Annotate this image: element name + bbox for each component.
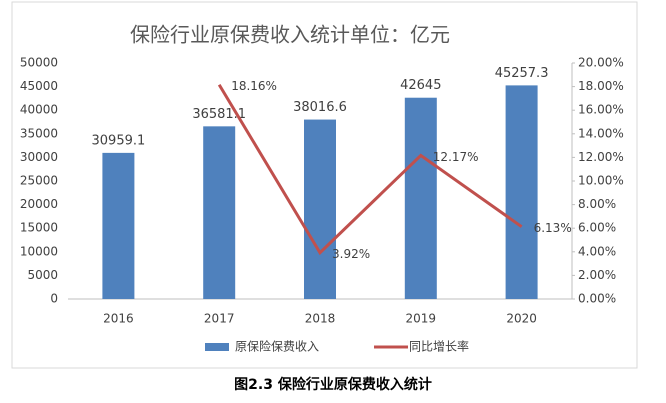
- y-tick-label: 40000: [20, 103, 58, 117]
- y2-tick-label: 20.00%: [578, 56, 624, 70]
- y2-tick-label: 14.00%: [578, 126, 624, 140]
- legend-label: 同比增长率: [409, 339, 469, 354]
- line-label: 12.17%: [433, 150, 479, 164]
- bar: [203, 126, 236, 299]
- x-tick-label: 2016: [103, 312, 134, 326]
- y2-tick-label: 10.00%: [578, 174, 624, 188]
- bar: [102, 152, 135, 299]
- caption: 图2.3 保险行业原保费收入统计: [234, 376, 432, 393]
- y2-tick-label: 6.00%: [578, 221, 616, 235]
- bar: [304, 119, 336, 299]
- y-tick-label: 50000: [20, 56, 58, 70]
- y-tick-label: 20000: [20, 197, 58, 211]
- bar-label: 45257.3: [495, 66, 549, 81]
- y2-tick-label: 2.00%: [578, 268, 616, 282]
- y2-tick-label: 16.00%: [578, 103, 624, 117]
- y-tick-label: 0: [50, 292, 58, 306]
- y2-tick-label: 0.00%: [578, 292, 616, 306]
- y-tick-label: 45000: [20, 79, 58, 93]
- x-tick-label: 2019: [406, 312, 437, 326]
- bar-label: 38016.6: [293, 100, 347, 115]
- y-tick-label: 35000: [20, 126, 58, 140]
- x-tick-label: 2017: [204, 312, 235, 326]
- bar-label: 30959.1: [92, 133, 146, 148]
- legend-label: 原保险保费收入: [235, 339, 319, 354]
- x-tick-label: 2018: [305, 312, 336, 326]
- bar-label: 36581.1: [192, 107, 246, 122]
- y-tick-label: 25000: [20, 174, 58, 188]
- bar: [404, 97, 437, 299]
- y2-tick-label: 12.00%: [578, 150, 624, 164]
- y2-tick-label: 18.00%: [578, 79, 624, 93]
- y-tick-label: 5000: [27, 268, 58, 282]
- line-label: 3.92%: [332, 247, 370, 261]
- legend-swatch: [205, 343, 229, 351]
- bar: [505, 85, 538, 299]
- y-tick-label: 30000: [20, 150, 58, 164]
- line: [217, 83, 523, 256]
- x-tick-label: 2020: [506, 312, 537, 326]
- y-tick-label: 10000: [20, 244, 58, 258]
- y2-tick-label: 8.00%: [578, 197, 616, 211]
- line-label: 6.13%: [534, 221, 572, 235]
- y2-tick-label: 4.00%: [578, 244, 616, 258]
- chart-title: 保险行业原保费收入统计单位：亿元: [130, 23, 450, 47]
- bar-label: 42645: [400, 78, 441, 93]
- y-tick-label: 15000: [20, 221, 58, 235]
- line-label: 18.16%: [231, 79, 277, 93]
